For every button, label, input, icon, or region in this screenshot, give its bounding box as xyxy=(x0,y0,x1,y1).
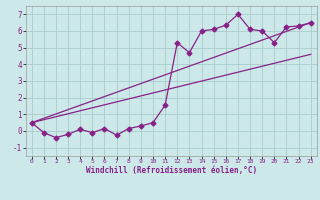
X-axis label: Windchill (Refroidissement éolien,°C): Windchill (Refroidissement éolien,°C) xyxy=(86,166,257,175)
